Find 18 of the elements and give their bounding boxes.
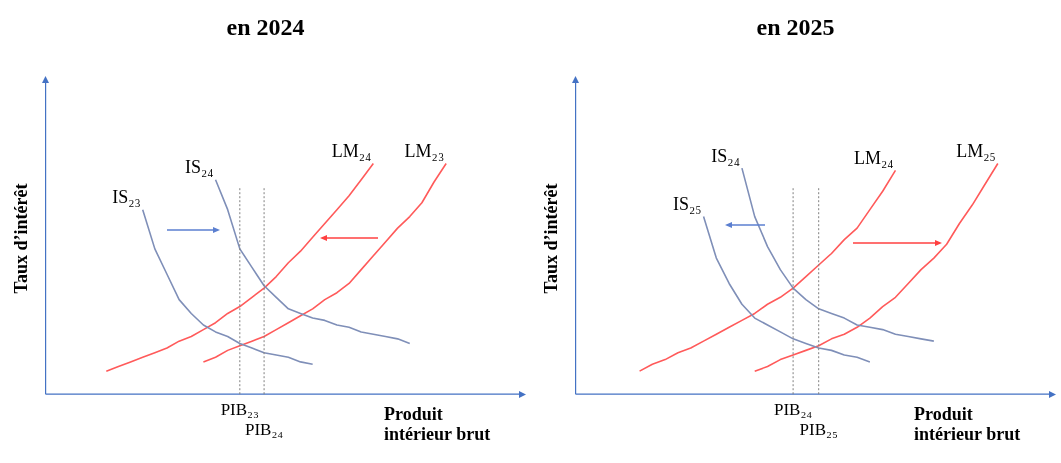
x-axis-title: Produit intérieur brut (914, 403, 1021, 444)
y-axis-title: Taux d’intérêt (541, 183, 562, 294)
series-label: IS₂₄ (711, 145, 740, 166)
series-label: LM₂₄ (853, 148, 894, 169)
x-tick-label: PIB₂₅ (799, 420, 838, 440)
y-axis-title: Taux d’intérêt (11, 183, 32, 294)
series-label: IS₂₅ (672, 194, 702, 215)
chart-title: en 2025 (756, 13, 835, 40)
series-label: LM₂₄ (331, 141, 372, 162)
series-label: LM₂₃ (404, 141, 445, 162)
x-axis-title: Produit intérieur brut (384, 403, 491, 444)
series-label: IS₂₄ (184, 157, 214, 178)
x-tick-label: PIB₂₄ (773, 399, 813, 419)
series-label: LM₂₅ (956, 141, 996, 162)
chart-title: en 2024 (226, 13, 305, 40)
x-tick-label: PIB₂₄ (244, 420, 284, 440)
series-label: IS₂₃ (112, 187, 141, 208)
x-tick-label: PIB₂₃ (220, 399, 260, 419)
